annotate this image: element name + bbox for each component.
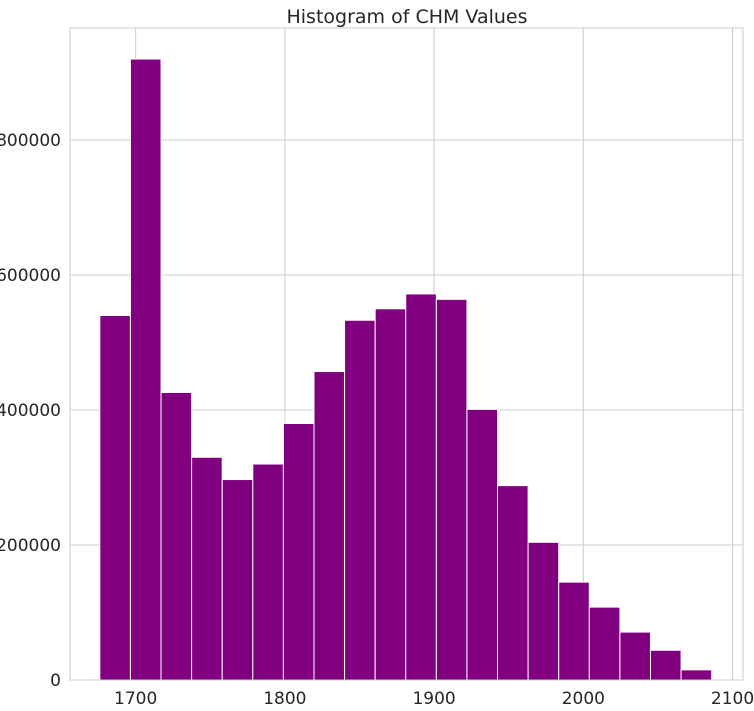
histogram-bar <box>527 541 560 681</box>
y-tick-label: 800000 <box>0 131 61 151</box>
histogram-bar <box>99 315 131 681</box>
x-tick-labels: 1700 1800 1900 2000 2100 <box>114 689 754 709</box>
histogram-bar <box>558 581 590 681</box>
chart-title: Histogram of CHM Values <box>286 6 527 28</box>
plot-frame <box>69 27 744 681</box>
x-tick-label: 1900 <box>412 689 455 709</box>
x-tick-label: 1700 <box>114 689 157 709</box>
histogram-bar <box>588 606 621 681</box>
histogram-bars <box>99 58 713 681</box>
histogram-bar <box>313 371 346 681</box>
x-tick-label: 2100 <box>711 689 754 709</box>
histogram-bar <box>466 408 499 681</box>
histogram-bar <box>129 58 162 681</box>
y-tick-labels: 0 200000 400000 600000 800000 <box>0 131 61 691</box>
histogram-bar <box>619 631 651 681</box>
y-tick-label: 400000 <box>0 401 61 421</box>
histogram-bar <box>252 463 284 681</box>
histogram-bar <box>435 298 468 681</box>
histogram-bar <box>160 391 193 681</box>
y-tick-label: 0 <box>50 671 61 691</box>
histogram-bar <box>191 456 223 681</box>
histogram-bar <box>405 293 437 681</box>
histogram-bar <box>282 423 315 681</box>
y-tick-label: 200000 <box>0 536 61 556</box>
x-tick-label: 2000 <box>562 689 605 709</box>
histogram-bar <box>221 479 254 681</box>
y-tick-label: 600000 <box>0 266 61 286</box>
histogram-bar <box>497 485 529 681</box>
histogram-bar <box>649 649 682 681</box>
x-tick-label: 1800 <box>263 689 306 709</box>
histogram-bar <box>374 308 407 681</box>
histogram-bar <box>344 319 376 681</box>
histogram-bar <box>680 669 713 681</box>
